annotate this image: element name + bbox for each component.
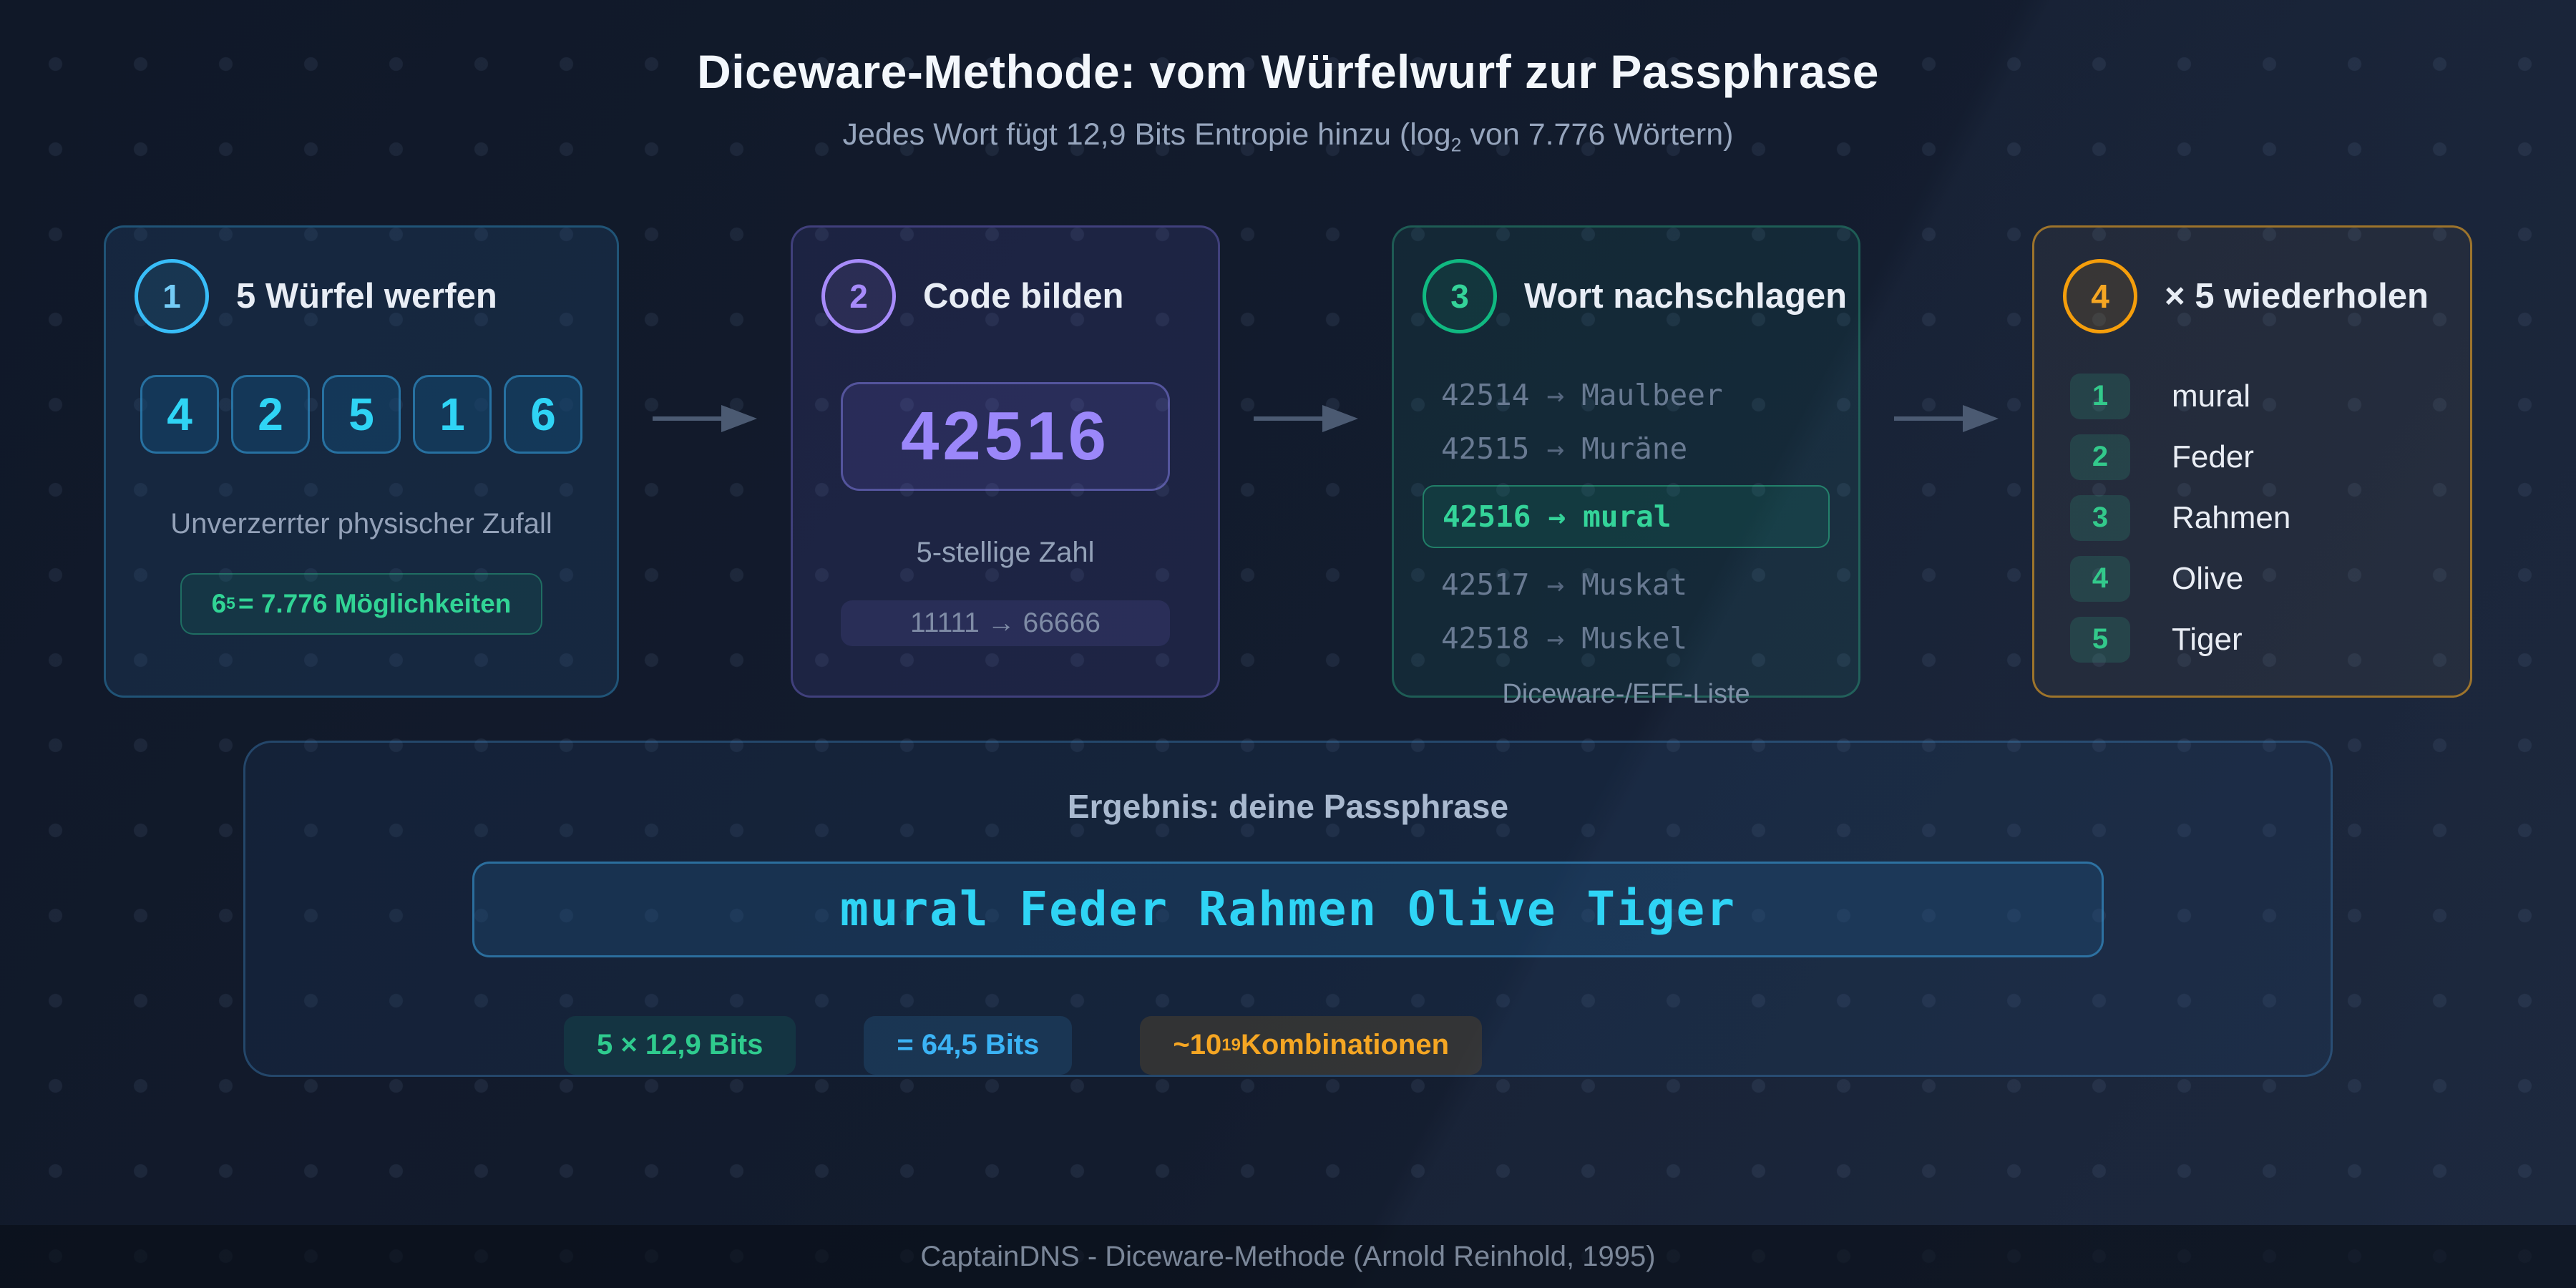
wordlist: 42514 → Maulbeer 42515 → Muräne 42516 → mural … [1423, 378, 1830, 710]
word-index-chip: 4 [2070, 555, 2130, 602]
die-2: 2 [231, 374, 310, 454]
total-entropy-badge: = 64,5 Bits [864, 1015, 1073, 1075]
row-word: Muräne [1581, 431, 1688, 466]
wordlist-row: 42517 → Muskat [1423, 567, 1830, 602]
word-label: Feder [2172, 439, 2254, 474]
page-title: Diceware-Methode: vom Würfelwurf zur Pas… [697, 45, 1879, 98]
row-word: Muskel [1581, 620, 1688, 655]
arrow-glyph: → [1546, 620, 1565, 655]
word-row: 5 Tiger [2070, 616, 2290, 663]
step-title: Wort nachschlagen [1524, 276, 1848, 316]
step-number-badge: 2 [821, 258, 896, 333]
row-code: 42517 [1441, 567, 1530, 602]
row-word: Muskat [1581, 567, 1688, 602]
arrow-right-icon [1894, 404, 1999, 432]
arrow-glyph: → [1546, 431, 1565, 466]
flow-arrow-3 [1860, 403, 2032, 434]
wordlist-row: 42518 → Muskel [1423, 621, 1830, 655]
result-panel: Ergebnis: deine Passphrase mural Feder R… [243, 740, 2333, 1077]
passphrase-word-list: 1 mural 2 Feder 3 Rahmen 4 Olive 5 Tiger [2063, 373, 2291, 663]
row-code: 42515 [1441, 431, 1530, 466]
subtitle-text-end: von 7.776 Wörtern) [1461, 117, 1734, 152]
arrow-glyph: → [1546, 567, 1565, 602]
word-index-chip: 2 [2070, 434, 2130, 480]
subtitle-text: Jedes Wort fügt 12,9 Bits Entropie hinzu… [842, 117, 1451, 152]
footer: CaptainDNS - Diceware-Methode (Arnold Re… [0, 1225, 2576, 1288]
code-value: 42516 [901, 397, 1110, 474]
step-card-roll-dice: 1 5 Würfel werfen 4 2 5 1 6 Unverzerrter… [104, 225, 619, 698]
arrow-glyph: → [1548, 499, 1566, 534]
passphrase-value: mural Feder Rahmen Olive Tiger [839, 882, 1737, 937]
combinations-exponent: 19 [1221, 1035, 1241, 1055]
die-4: 1 [413, 374, 492, 454]
arrow-right-icon [1254, 404, 1358, 432]
word-row: 2 Feder [2070, 434, 2290, 480]
die-5: 6 [504, 374, 582, 454]
badge-exponent: 5 [226, 594, 235, 613]
footer-text: CaptainDNS - Diceware-Methode (Arnold Re… [920, 1240, 1656, 1272]
arrow-right-icon [653, 404, 757, 432]
row-code: 42516 [1443, 499, 1531, 534]
wordlist-caption: Diceware-/EFF-Liste [1502, 678, 1750, 709]
badge-rest: = 7.776 Möglichkeiten [238, 588, 512, 618]
word-row: 1 mural [2070, 373, 2290, 419]
word-index-chip: 3 [2070, 494, 2130, 541]
word-label: mural [2172, 378, 2251, 414]
step-note: 5-stellige Zahl [916, 536, 1095, 568]
dice-row: 4 2 5 1 6 [140, 374, 582, 454]
die-3: 5 [322, 374, 401, 454]
code-range-pill: 11111 → 66666 [841, 600, 1170, 646]
step-number-badge: 3 [1423, 258, 1497, 333]
steps-flow: 1 5 Würfel werfen 4 2 5 1 6 Unverzerrter… [0, 225, 2576, 709]
page-subtitle: Jedes Wort fügt 12,9 Bits Entropie hinzu… [0, 117, 2576, 157]
result-heading: Ergebnis: deine Passphrase [1067, 787, 1509, 825]
badge-base: 6 [211, 588, 227, 618]
flow-arrow-1 [619, 403, 791, 434]
entropy-per-word-badge: 5 × 12,9 Bits [564, 1015, 796, 1075]
step-header: 4 × 5 wiederholen [2063, 258, 2429, 333]
row-word: mural [1583, 499, 1672, 534]
row-word: Maulbeer [1581, 377, 1723, 412]
passphrase-box: mural Feder Rahmen Olive Tiger [472, 861, 2104, 957]
wordlist-row: 42514 → Maulbeer [1423, 378, 1830, 412]
step-header: 3 Wort nachschlagen [1423, 258, 1848, 333]
die-1: 4 [140, 374, 219, 454]
step-number-badge: 1 [135, 258, 209, 333]
wordlist-row-highlighted: 42516 → mural [1423, 484, 1830, 548]
step-card-lookup-word: 3 Wort nachschlagen 42514 → Maulbeer 42515… [1392, 225, 1860, 709]
step-card-repeat: 4 × 5 wiederholen 1 mural 2 Feder 3 Rahmen … [2032, 225, 2472, 698]
header: Diceware-Methode: vom Würfelwurf zur Pas… [0, 0, 2576, 157]
code-box: 42516 [841, 381, 1170, 491]
subtitle-subscript: 2 [1450, 134, 1462, 156]
word-label: Olive [2172, 560, 2244, 596]
step-note: Unverzerrter physischer Zufall [170, 507, 552, 540]
step-card-build-code: 2 Code bilden 42516 5-stellige Zahl 1111… [791, 225, 1220, 698]
word-label: Rahmen [2172, 499, 2291, 535]
combinations-prefix: ~10 [1173, 1029, 1222, 1061]
step-number-badge: 4 [2063, 258, 2137, 333]
entropy-badges-row: 5 × 12,9 Bits = 64,5 Bits ~10 19 Kombinat… [245, 1015, 1483, 1075]
word-row: 4 Olive [2070, 555, 2290, 602]
step-title: 5 Würfel werfen [236, 276, 497, 316]
flow-arrow-2 [1220, 403, 1392, 434]
row-code: 42514 [1441, 377, 1530, 412]
step-header: 2 Code bilden [821, 258, 1124, 333]
step-title: Code bilden [923, 276, 1124, 316]
word-label: Tiger [2172, 621, 2243, 657]
row-code: 42518 [1441, 620, 1530, 655]
combinations-suffix: Kombinationen [1240, 1029, 1450, 1061]
word-index-chip: 5 [2070, 616, 2130, 663]
arrow-glyph: → [1546, 377, 1565, 412]
wordlist-row: 42515 → Muräne [1423, 431, 1830, 466]
step-header: 1 5 Würfel werfen [135, 258, 497, 333]
combinations-badge: ~10 19 Kombinationen [1140, 1015, 1483, 1075]
word-index-chip: 1 [2070, 373, 2130, 419]
step-title: × 5 wiederholen [2165, 276, 2429, 316]
word-row: 3 Rahmen [2070, 494, 2291, 541]
